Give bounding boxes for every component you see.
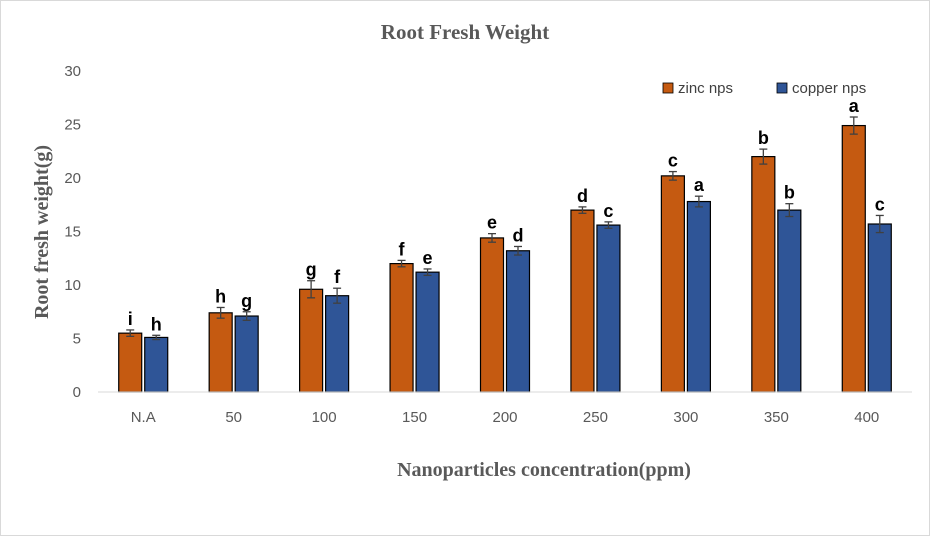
y-tick-label: 30 xyxy=(64,63,81,80)
x-tick-label: 150 xyxy=(402,409,427,426)
x-tick-label: 100 xyxy=(312,409,337,426)
bar xyxy=(144,336,169,393)
bar xyxy=(479,237,505,393)
y-tick-label: 20 xyxy=(64,170,81,187)
data-label: e xyxy=(423,248,433,268)
legend: zinc nps copper nps xyxy=(662,80,866,97)
data-label: d xyxy=(513,225,524,245)
legend-entry: zinc nps xyxy=(678,80,733,97)
x-tick-label: 50 xyxy=(225,409,242,426)
legend-swatch xyxy=(662,82,674,94)
x-tick-label: N.A xyxy=(131,409,156,426)
bar xyxy=(596,224,621,393)
bar xyxy=(686,200,711,393)
y-tick-label: 0 xyxy=(73,384,81,401)
data-label: f xyxy=(399,239,406,259)
bar xyxy=(389,263,414,393)
y-axis-title: Root fresh weight(g) xyxy=(31,145,53,319)
data-label: b xyxy=(758,128,769,148)
data-label: c xyxy=(875,194,885,214)
x-tick-label: 400 xyxy=(854,409,879,426)
bar xyxy=(118,332,143,393)
y-tick-label: 15 xyxy=(64,224,81,241)
data-label: e xyxy=(487,213,497,233)
chart-title: Root Fresh Weight xyxy=(381,20,549,44)
x-tick-label: 200 xyxy=(492,409,517,426)
bar xyxy=(505,250,531,393)
bar xyxy=(660,175,685,393)
x-tick-label: 250 xyxy=(583,409,608,426)
data-label: d xyxy=(577,186,588,206)
legend-entry: copper nps xyxy=(792,80,866,97)
bar xyxy=(751,156,776,393)
bar xyxy=(299,288,324,393)
data-label: c xyxy=(603,201,613,221)
y-tick-label: 10 xyxy=(64,277,81,294)
bar xyxy=(208,312,233,393)
data-label: g xyxy=(306,260,317,280)
bar xyxy=(777,209,802,393)
bar xyxy=(841,124,866,393)
x-tick-label: 350 xyxy=(764,409,789,426)
data-label: b xyxy=(784,183,795,203)
y-axis-ticks: 0 5 10 15 20 25 30 xyxy=(64,63,81,401)
y-tick-label: 5 xyxy=(73,331,81,348)
bar xyxy=(234,315,259,393)
legend-swatch xyxy=(776,82,788,94)
data-label: i xyxy=(128,309,133,329)
data-label: h xyxy=(215,286,226,306)
bar xyxy=(415,271,440,393)
data-label: a xyxy=(694,175,705,195)
data-label: a xyxy=(849,96,860,116)
bar xyxy=(867,223,892,393)
bar xyxy=(570,209,595,393)
data-label: g xyxy=(241,291,252,311)
data-label: h xyxy=(151,314,162,334)
x-axis-ticks: N.A 50 100 150 200 250 300 350 400 xyxy=(131,409,880,426)
x-tick-label: 300 xyxy=(673,409,698,426)
bar xyxy=(325,295,350,393)
data-label: f xyxy=(334,267,341,287)
y-tick-label: 25 xyxy=(64,117,81,134)
x-axis-title: Nanoparticles concentration(ppm) xyxy=(397,459,691,481)
data-label: c xyxy=(668,151,678,171)
